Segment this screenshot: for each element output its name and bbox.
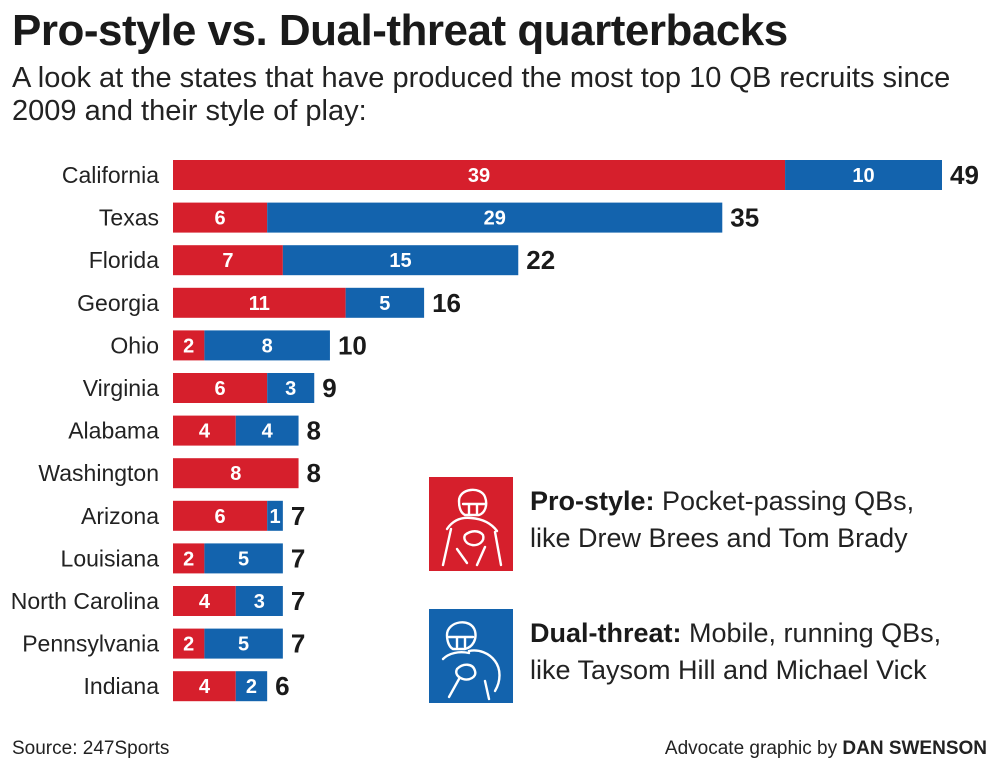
category-label-florida: Florida — [89, 247, 160, 273]
total-label-washington: 8 — [307, 458, 321, 488]
running-quarterback-icon — [429, 609, 513, 703]
bar-indiana-dual-threat — [235, 671, 268, 702]
bar-value-washington-pro-style: 8 — [230, 463, 241, 485]
chart-subtitle: A look at the states that have produced … — [12, 62, 951, 127]
bar-ohio-dual-threat — [204, 330, 330, 361]
legend-dual-threat-text: Dual-threat: Mobile, running QBs, like T… — [530, 615, 1000, 689]
credit-author: DAN SWENSON — [842, 738, 987, 759]
total-label-indiana: 6 — [275, 671, 289, 701]
bar-louisiana-pro-style — [173, 543, 205, 574]
bar-arizona-dual-threat — [267, 500, 283, 531]
category-label-north-carolina: North Carolina — [11, 588, 159, 614]
bar-alabama-dual-threat — [235, 415, 299, 446]
legend-pro-style-desc: Pocket-passing QBs, — [654, 486, 915, 516]
bar-value-florida-dual-threat: 15 — [389, 250, 411, 272]
bar-value-indiana-pro-style: 4 — [199, 676, 211, 698]
bar-value-florida-pro-style: 7 — [222, 250, 233, 272]
category-label-ohio: Ohio — [110, 332, 159, 358]
bar-value-california-dual-threat: 10 — [852, 165, 874, 187]
category-label-texas: Texas — [99, 205, 159, 231]
total-label-alabama: 8 — [307, 416, 321, 446]
total-label-california: 49 — [950, 160, 979, 190]
bar-value-north-carolina-dual-threat: 3 — [254, 591, 265, 613]
total-label-virginia: 9 — [322, 373, 336, 403]
bar-value-california-pro-style: 39 — [468, 165, 490, 187]
graphic-credit: Advocate graphic by DAN SWENSON — [665, 738, 987, 760]
bar-value-alabama-dual-threat: 4 — [262, 421, 274, 443]
bar-texas-pro-style — [173, 202, 268, 233]
bar-value-alabama-pro-style: 4 — [199, 421, 211, 443]
bar-california-dual-threat — [785, 160, 942, 190]
legend-dual-threat-desc: Mobile, running QBs, — [681, 618, 942, 648]
bar-florida-dual-threat — [282, 245, 519, 276]
bar-value-ohio-pro-style: 2 — [183, 335, 194, 357]
bar-value-georgia-pro-style: 11 — [249, 293, 270, 315]
bar-value-pennsylvania-pro-style: 2 — [183, 634, 194, 656]
category-label-virginia: Virginia — [83, 375, 159, 401]
bar-virginia-pro-style — [173, 373, 268, 403]
total-label-georgia: 16 — [432, 288, 461, 318]
category-label-arizona: Arizona — [81, 503, 159, 529]
bar-georgia-pro-style — [173, 287, 346, 318]
category-label-pennsylvania: Pennsylvania — [22, 631, 159, 657]
bar-value-texas-pro-style: 6 — [215, 208, 226, 230]
bar-value-texas-dual-threat: 29 — [484, 208, 506, 230]
total-label-louisiana: 7 — [291, 543, 305, 573]
football-player-icon — [429, 477, 513, 571]
bar-ohio-pro-style — [173, 330, 205, 361]
bar-virginia-dual-threat — [267, 373, 315, 403]
bar-value-virginia-dual-threat: 3 — [285, 378, 296, 400]
total-label-pennsylvania: 7 — [291, 629, 305, 659]
total-label-arizona: 7 — [291, 501, 305, 531]
source-note: Source: 247Sports — [12, 738, 170, 759]
bar-pennsylvania-dual-threat — [204, 628, 283, 659]
legend-dual-threat-example: like Taysom Hill and Michael Vick — [530, 655, 927, 685]
credit-prefix: Advocate graphic by — [664, 738, 843, 759]
total-label-texas: 35 — [730, 203, 759, 233]
bar-value-louisiana-dual-threat: 5 — [238, 548, 249, 570]
bar-value-georgia-dual-threat: 5 — [379, 293, 390, 315]
bar-texas-dual-threat — [267, 202, 723, 233]
bar-alabama-pro-style — [173, 415, 236, 446]
bar-value-arizona-pro-style: 6 — [215, 506, 226, 528]
bar-value-virginia-pro-style: 6 — [215, 378, 226, 400]
bar-arizona-pro-style — [173, 500, 268, 531]
total-label-florida: 22 — [526, 245, 555, 275]
bar-pennsylvania-pro-style — [173, 628, 205, 659]
bar-louisiana-dual-threat — [204, 543, 283, 574]
bar-value-ohio-dual-threat: 8 — [262, 335, 273, 357]
category-label-alabama: Alabama — [68, 418, 159, 444]
bar-indiana-pro-style — [173, 671, 236, 702]
category-label-georgia: Georgia — [77, 290, 159, 316]
category-label-california: California — [62, 162, 159, 188]
legend-pro-style-example: like Drew Brees and Tom Brady — [530, 523, 908, 553]
bar-florida-pro-style — [173, 245, 283, 276]
bar-california-pro-style — [173, 160, 786, 190]
bar-value-indiana-dual-threat: 2 — [246, 676, 257, 698]
legend-pro-style-text: Pro-style: Pocket-passing QBs, like Drew… — [530, 483, 1000, 557]
bar-georgia-dual-threat — [345, 287, 425, 318]
legend-dual-threat-label: Dual-threat: — [530, 618, 682, 648]
bar-value-arizona-dual-threat: 1 — [269, 506, 280, 528]
bar-north-carolina-pro-style — [173, 586, 236, 616]
bar-north-carolina-dual-threat — [235, 586, 283, 616]
legend-pro-style-label: Pro-style: — [530, 486, 655, 516]
total-label-north-carolina: 7 — [291, 586, 305, 616]
category-label-louisiana: Louisiana — [61, 545, 160, 571]
bar-washington-pro-style — [173, 458, 299, 489]
bar-value-louisiana-pro-style: 2 — [183, 548, 194, 570]
chart-title: Pro-style vs. Dual-threat quarterbacks — [12, 6, 788, 55]
category-label-washington: Washington — [38, 460, 159, 486]
bar-value-pennsylvania-dual-threat: 5 — [238, 634, 249, 656]
total-label-ohio: 10 — [338, 330, 367, 360]
category-label-indiana: Indiana — [84, 673, 160, 699]
bar-value-north-carolina-pro-style: 4 — [199, 591, 211, 613]
